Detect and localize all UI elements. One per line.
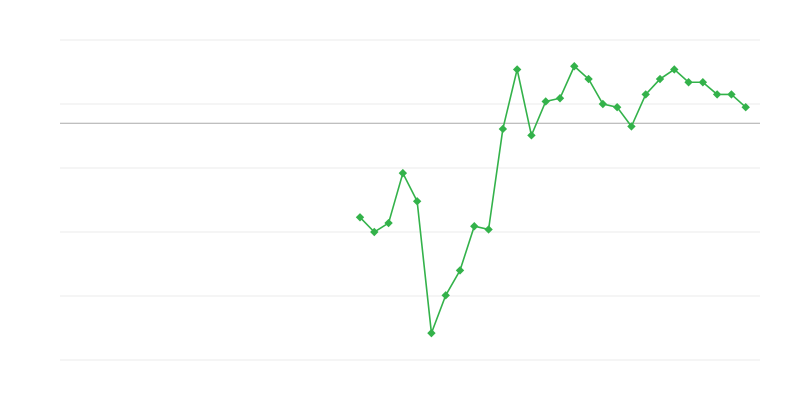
- data-point: [398, 168, 408, 178]
- data-point: [712, 90, 722, 99]
- data-point: [427, 328, 436, 338]
- data-point: [727, 90, 736, 99]
- data-point: [412, 197, 422, 206]
- data-point: [741, 103, 750, 112]
- data-point: [441, 291, 450, 300]
- data-point: [470, 222, 479, 231]
- data-point: [541, 97, 550, 106]
- data-point: [527, 131, 536, 140]
- data-point: [698, 78, 708, 87]
- data-point: [370, 227, 379, 237]
- data-point: [455, 266, 465, 275]
- data-point: [670, 65, 679, 74]
- data-point: [641, 90, 650, 99]
- data-point: [584, 74, 593, 84]
- data-point: [612, 103, 622, 112]
- data-point: [355, 213, 365, 222]
- data-point: [627, 122, 636, 131]
- data-point: [655, 74, 665, 84]
- data-point: [384, 218, 393, 228]
- data-point: [555, 94, 565, 103]
- data-point: [484, 225, 493, 234]
- series-line: [359, 64, 747, 334]
- data-point: [512, 65, 522, 74]
- gridlines: [60, 39, 760, 361]
- data-point: [598, 99, 608, 109]
- data-point: [498, 124, 508, 134]
- data-point: [684, 78, 693, 87]
- series: [355, 62, 750, 338]
- data-point: [570, 62, 579, 71]
